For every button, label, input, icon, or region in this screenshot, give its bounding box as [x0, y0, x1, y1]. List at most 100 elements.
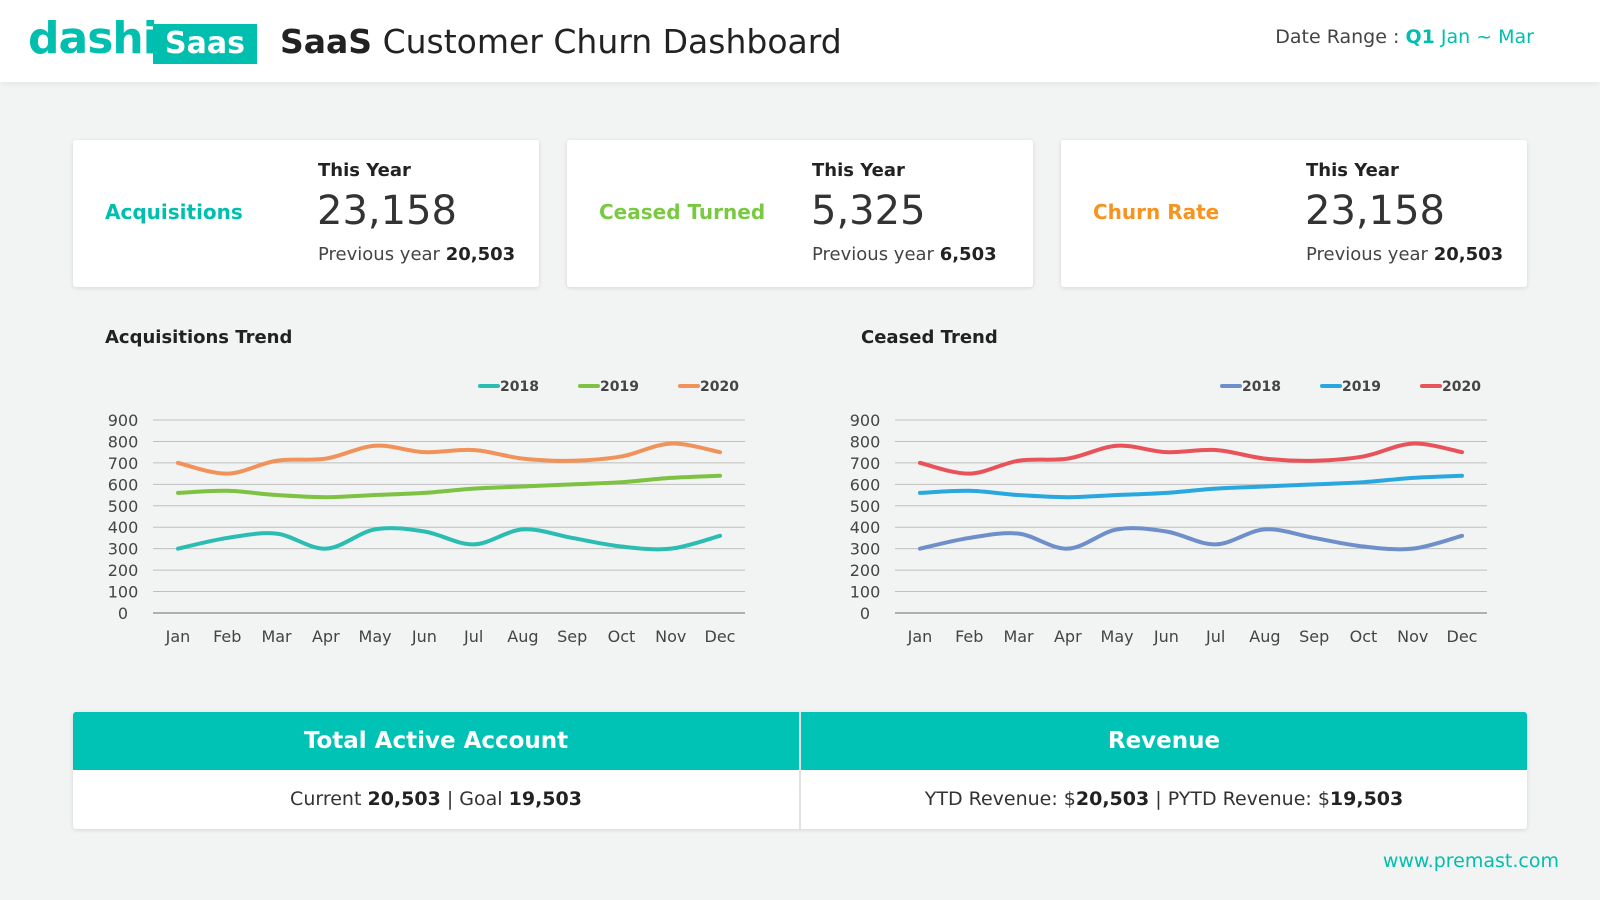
date-range-months: Jan ~ Mar [1440, 26, 1534, 48]
x-tick-label: Apr [1054, 627, 1082, 646]
y-tick-label: 0 [860, 604, 870, 623]
goal-label: Goal [459, 788, 503, 810]
kpi-prev-value: 20,503 [1433, 244, 1504, 265]
x-tick-label: Jul [1205, 627, 1225, 646]
ytd-revenue-label: YTD Revenue: $ [924, 788, 1076, 810]
summary-panel: Total Active Account Revenue Current 20,… [73, 712, 1527, 829]
y-tick-label: 700 [850, 454, 881, 473]
current-label: Current [290, 788, 362, 810]
y-tick-label: 400 [850, 518, 881, 537]
x-tick-label: May [1101, 627, 1134, 646]
kpi-prev-label: Previous year [1306, 244, 1428, 265]
x-tick-label: Oct [1350, 627, 1378, 646]
date-range-label: Date Range : [1275, 26, 1400, 48]
x-tick-label: May [359, 627, 392, 646]
y-tick-label: 900 [108, 411, 139, 430]
date-range[interactable]: Date Range : Q1 Jan ~ Mar [1275, 26, 1534, 48]
x-tick-label: Jul [463, 627, 483, 646]
kpi-card-churn-rate: Churn Rate This Year 23,158 Previous yea… [1061, 140, 1527, 287]
legend-label-2019: 2019 [600, 379, 639, 395]
y-tick-label: 500 [108, 497, 139, 516]
x-tick-label: Aug [1249, 627, 1280, 646]
page-title-rest: Customer Churn Dashboard [382, 22, 842, 61]
kpi-prev-label: Previous year [812, 244, 934, 265]
separator: | [1155, 788, 1162, 810]
chart-title-acquisitions-trend: Acquisitions Trend [105, 327, 293, 348]
logo-wordmark: dashi [28, 13, 158, 64]
x-tick-label: Jan [165, 627, 191, 646]
total-active-account-header: Total Active Account [73, 712, 799, 770]
y-tick-label: 400 [108, 518, 139, 537]
total-active-account-values: Current 20,503 | Goal 19,503 [73, 770, 799, 829]
summary-divider [799, 712, 801, 829]
y-tick-label: 500 [850, 497, 881, 516]
x-tick-label: Nov [655, 627, 686, 646]
series-line-2018 [918, 526, 1464, 552]
x-tick-label: Dec [705, 627, 736, 646]
kpi-card-ceased-turned: Ceased Turned This Year 5,325 Previous y… [567, 140, 1033, 287]
current-value: 20,503 [367, 788, 441, 810]
y-tick-label: 800 [108, 432, 139, 451]
y-tick-label: 300 [108, 540, 139, 559]
x-tick-label: Oct [608, 627, 636, 646]
acquisitions-trend-chart: 2018 2019 2020 0 100 200 300 400 500 600 700 800 900… [108, 379, 745, 646]
y-tick-label: 300 [850, 540, 881, 559]
x-tick-label: Feb [213, 627, 241, 646]
y-tick-label: 600 [850, 475, 881, 494]
x-tick-label: Apr [312, 627, 340, 646]
revenue-header: Revenue [801, 712, 1527, 770]
kpi-previous-year: Previous year 20,503 [1306, 244, 1503, 265]
header-bar: dashi Saas SaaS Customer Churn Dashboard… [0, 0, 1600, 82]
footer-link[interactable]: www.premast.com [1382, 850, 1559, 872]
separator: | [446, 788, 454, 810]
kpi-prev-label: Previous year [318, 244, 440, 265]
goal-value: 19,503 [508, 788, 582, 810]
y-tick-label: 700 [108, 454, 139, 473]
y-tick-label: 0 [118, 604, 128, 623]
x-tick-label: Jun [1153, 627, 1179, 646]
page-title-bold: SaaS [280, 22, 373, 61]
legend-label-2018: 2018 [500, 379, 539, 395]
x-tick-label: Sep [557, 627, 587, 646]
x-tick-label: Mar [1003, 627, 1034, 646]
chart-title-ceased-trend: Ceased Trend [861, 327, 998, 348]
y-tick-label: 100 [850, 583, 881, 602]
series-line-2019 [176, 473, 722, 500]
kpi-label: Ceased Turned [599, 200, 766, 224]
kpi-this-year-label: This Year [318, 160, 411, 181]
kpi-value: 23,158 [317, 188, 457, 234]
legend-label-2020: 2020 [1442, 379, 1481, 395]
logo-badge: Saas [153, 24, 257, 64]
x-tick-label: Dec [1447, 627, 1478, 646]
kpi-previous-year: Previous year 20,503 [318, 244, 515, 265]
date-range-quarter: Q1 [1405, 26, 1435, 48]
series-line-2020 [176, 441, 722, 476]
page-title: SaaS Customer Churn Dashboard [280, 22, 842, 61]
kpi-value: 23,158 [1305, 188, 1445, 234]
x-tick-label: Aug [507, 627, 538, 646]
series-line-2019 [918, 473, 1464, 500]
legend-label-2020: 2020 [700, 379, 739, 395]
x-tick-label: Sep [1299, 627, 1329, 646]
y-tick-label: 600 [108, 475, 139, 494]
x-tick-label: Jun [411, 627, 437, 646]
y-tick-label: 900 [850, 411, 881, 430]
revenue-values: YTD Revenue: $20,503 | PYTD Revenue: $19… [801, 770, 1527, 829]
y-tick-label: 200 [850, 561, 881, 580]
kpi-label: Churn Rate [1093, 200, 1220, 224]
kpi-this-year-label: This Year [1306, 160, 1399, 181]
x-tick-label: Mar [261, 627, 292, 646]
kpi-prev-value: 6,503 [939, 244, 997, 265]
kpi-previous-year: Previous year 6,503 [812, 244, 997, 265]
x-tick-label: Jan [907, 627, 933, 646]
kpi-value: 5,325 [811, 188, 926, 234]
kpi-this-year-label: This Year [812, 160, 905, 181]
series-line-2018 [176, 526, 722, 552]
pytd-revenue-value: 19,503 [1329, 788, 1404, 810]
kpi-label: Acquisitions [105, 200, 243, 224]
legend-label-2018: 2018 [1242, 379, 1281, 395]
y-tick-label: 200 [108, 561, 139, 580]
x-tick-label: Feb [955, 627, 983, 646]
y-tick-label: 100 [108, 583, 139, 602]
kpi-card-acquisitions: Acquisitions This Year 23,158 Previous y… [73, 140, 539, 287]
